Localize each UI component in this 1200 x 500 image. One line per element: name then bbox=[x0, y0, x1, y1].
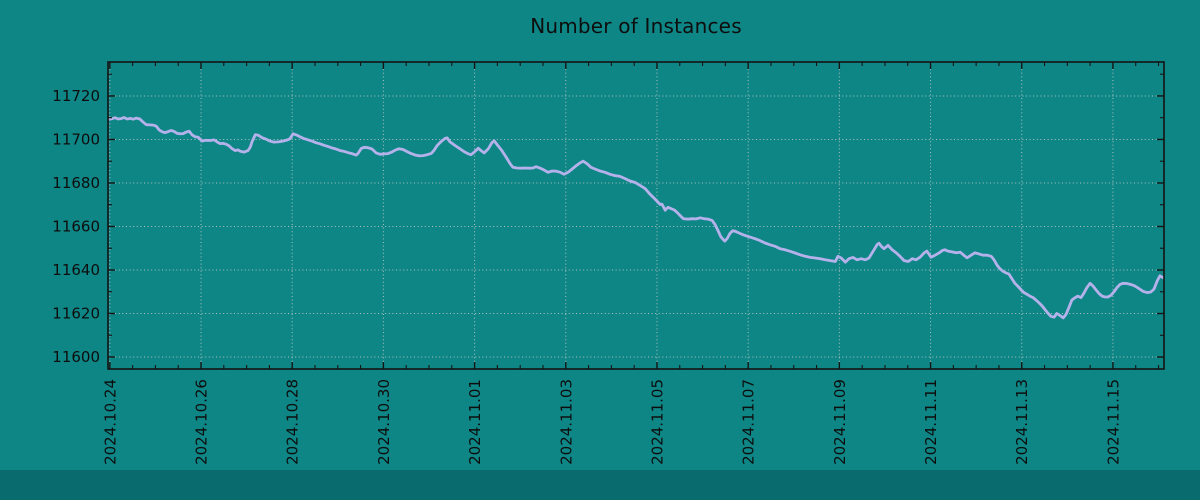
y-tick-label: 11600 bbox=[52, 348, 100, 366]
y-tick-label: 11720 bbox=[52, 87, 100, 105]
series-line-instances bbox=[108, 116, 1164, 320]
plot-border bbox=[107, 61, 1165, 370]
x-tick-label: 2024.10.28 bbox=[284, 379, 302, 465]
x-tick-label: 2024.10.24 bbox=[101, 379, 119, 465]
bottom-bar bbox=[0, 470, 1200, 500]
axis-ticks bbox=[108, 62, 1164, 369]
x-tick-label: 2024.11.13 bbox=[1013, 379, 1031, 465]
y-tick-label: 11700 bbox=[52, 131, 100, 149]
y-tick-label: 11620 bbox=[52, 305, 100, 323]
x-tick-label: 2024.11.03 bbox=[557, 379, 575, 465]
x-tick-label: 2024.10.26 bbox=[193, 379, 211, 465]
x-tick-label: 2024.10.30 bbox=[375, 379, 393, 465]
x-tick-label: 2024.11.15 bbox=[1104, 379, 1122, 465]
x-tick-label: 2024.11.05 bbox=[648, 379, 666, 465]
gridlines bbox=[108, 62, 1164, 369]
chart-title: Number of Instances bbox=[530, 14, 742, 38]
x-axis-tick-labels: 2024.10.24 2024.10.26 2024.10.28 2024.10… bbox=[101, 379, 1122, 465]
y-tick-label: 11660 bbox=[52, 218, 100, 236]
x-tick-label: 2024.11.01 bbox=[466, 379, 484, 465]
x-tick-label: 2024.11.09 bbox=[831, 379, 849, 465]
y-tick-label: 11640 bbox=[52, 261, 100, 279]
y-tick-label: 11680 bbox=[52, 174, 100, 192]
x-tick-label: 2024.11.11 bbox=[922, 379, 940, 465]
x-tick-label: 2024.11.07 bbox=[740, 379, 758, 465]
y-axis-tick-labels: 11720 11700 11680 11660 11640 11620 1160… bbox=[52, 87, 100, 366]
